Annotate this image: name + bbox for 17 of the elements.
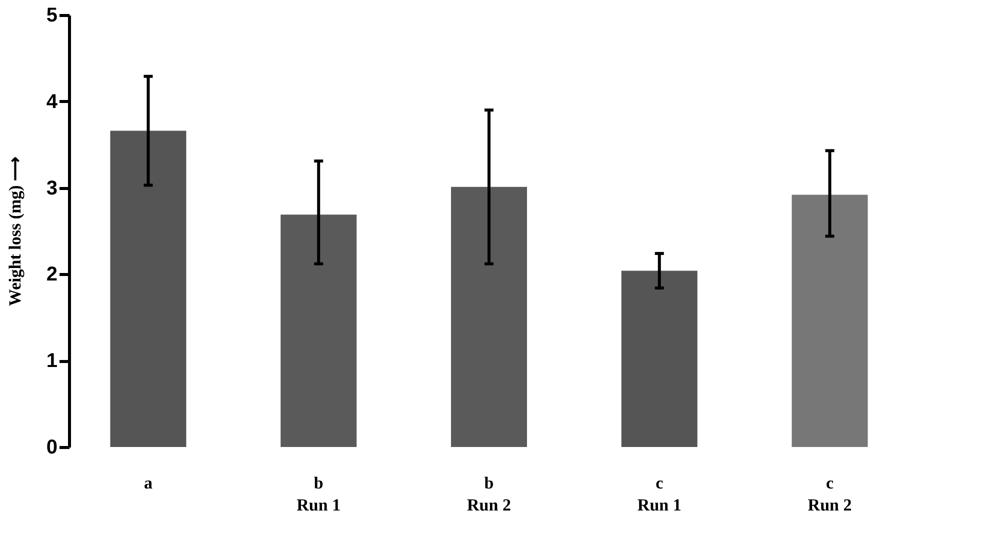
bar xyxy=(110,130,186,447)
bar xyxy=(621,270,698,447)
bar xyxy=(280,214,357,447)
y-tick-label: 5 xyxy=(46,4,58,26)
x-tick-label: c Run 1 xyxy=(637,474,682,514)
x-tick-label: b Run 1 xyxy=(296,474,341,514)
y-tick-label: 4 xyxy=(46,90,58,113)
y-tick-label: 3 xyxy=(46,177,58,200)
y-tick-label: 2 xyxy=(46,264,58,286)
x-tick-label: a xyxy=(144,474,153,492)
x-tick-label: b Run 2 xyxy=(467,474,511,514)
x-tick-label: c Run 2 xyxy=(808,474,852,514)
y-axis-title: Weight loss (mg) ⟶ xyxy=(5,156,24,306)
y-tick-label: 0 xyxy=(46,436,58,458)
y-tick-label: 1 xyxy=(46,350,58,372)
bar xyxy=(792,194,868,447)
bar xyxy=(451,186,527,447)
